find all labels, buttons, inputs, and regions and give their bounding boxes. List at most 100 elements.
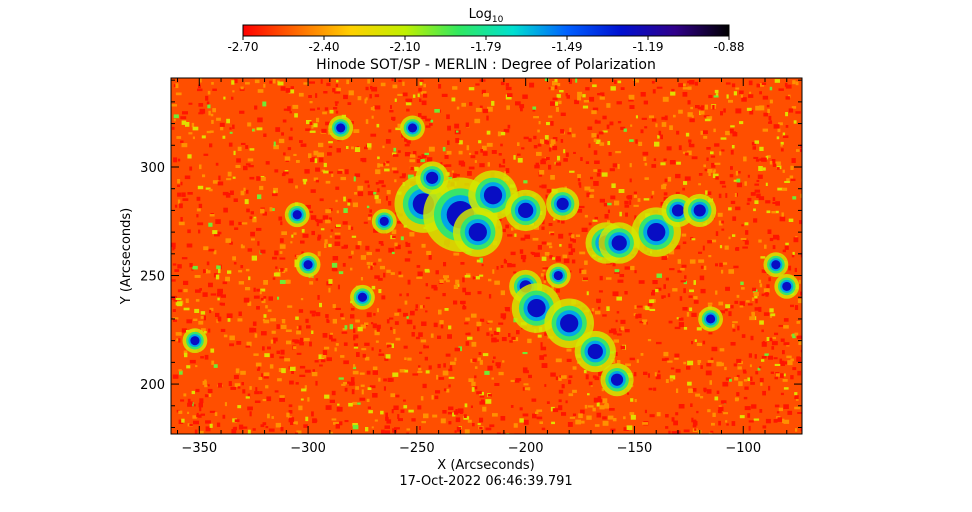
noise-speck [205,187,211,190]
noise-speck [240,265,244,269]
noise-speck [617,164,620,169]
noise-speck [691,312,697,317]
noise-speck [383,386,386,391]
noise-speck [211,360,215,365]
noise-speck [644,409,647,414]
noise-speck [386,344,392,348]
noise-speck [409,159,416,163]
noise-speck [607,141,611,146]
noise-speck [212,180,219,184]
noise-speck [507,93,513,97]
noise-speck [689,143,695,148]
noise-speck [209,309,212,314]
noise-speck [550,372,556,377]
noise-speck [378,163,384,167]
noise-speck [361,348,367,351]
noise-speck [407,357,412,361]
noise-speck [220,328,226,332]
noise-speck [528,138,532,142]
noise-speck [782,169,785,173]
noise-speck [435,390,441,394]
noise-speck [693,296,698,300]
noise-speck [746,202,750,205]
noise-speck [410,310,415,316]
noise-speck [256,306,260,310]
noise-speck [797,412,802,414]
noise-speck [748,353,752,358]
noise-speck [540,139,545,145]
noise-speck [211,119,214,124]
colorbar: Log10 -2.70 -2.40 -2.10 -1.79 -1.49 -1.19 -0.8… [227,7,744,54]
noise-speck [420,159,425,163]
noise-speck [179,370,183,375]
noise-speck [598,306,601,310]
noise-speck [237,405,242,409]
noise-speck [290,127,293,131]
noise-speck [380,410,384,415]
noise-speck [730,125,735,128]
noise-speck [403,345,408,349]
noise-speck [639,321,645,324]
noise-speck [725,130,730,136]
noise-speck [416,276,423,279]
noise-speck [357,402,361,405]
noise-speck [772,245,776,250]
noise-speck [200,316,204,319]
noise-speck [624,291,628,295]
noise-speck [417,271,423,276]
noise-speck [377,163,380,168]
noise-speck [310,215,317,220]
noise-speck [648,387,653,391]
noise-speck [732,324,735,328]
noise-speck [765,418,771,424]
noise-speck [352,423,358,427]
noise-speck [772,336,776,340]
noise-speck [181,328,187,333]
noise-speck [263,296,267,299]
noise-speck [243,165,248,171]
noise-speck [409,232,415,237]
noise-speck [320,79,323,84]
noise-speck [759,377,764,383]
noise-speck [365,119,369,124]
noise-speck [515,378,522,382]
noise-speck [668,320,673,324]
noise-speck [430,119,434,123]
noise-speck [199,288,202,291]
noise-speck [551,421,555,425]
noise-speck [691,417,694,423]
feature-core [611,235,627,251]
noise-speck [720,400,726,404]
noise-speck [471,387,475,392]
noise-speck [390,393,396,398]
noise-speck [378,258,382,262]
noise-speck [601,172,608,177]
noise-speck [185,298,189,303]
noise-speck [769,99,773,104]
noise-speck [674,357,679,360]
noise-speck [520,108,523,112]
noise-speck [507,263,512,268]
noise-speck [208,222,213,227]
noise-speck [223,207,228,213]
noise-speck [183,288,188,293]
noise-speck [207,90,211,95]
noise-speck [698,259,705,263]
noise-speck [568,251,573,255]
noise-speck [281,132,284,136]
noise-speck [311,372,318,377]
noise-speck [704,118,711,122]
noise-speck [289,380,294,385]
noise-speck [741,334,746,338]
noise-speck [674,353,680,358]
noise-speck [249,148,255,151]
noise-speck [633,372,637,377]
noise-speck [586,415,592,420]
noise-speck [687,360,694,366]
noise-speck [575,234,581,237]
noise-speck [779,358,783,364]
noise-speck [351,250,354,255]
noise-speck [468,166,475,170]
noise-speck [655,123,658,128]
noise-speck [463,414,467,418]
